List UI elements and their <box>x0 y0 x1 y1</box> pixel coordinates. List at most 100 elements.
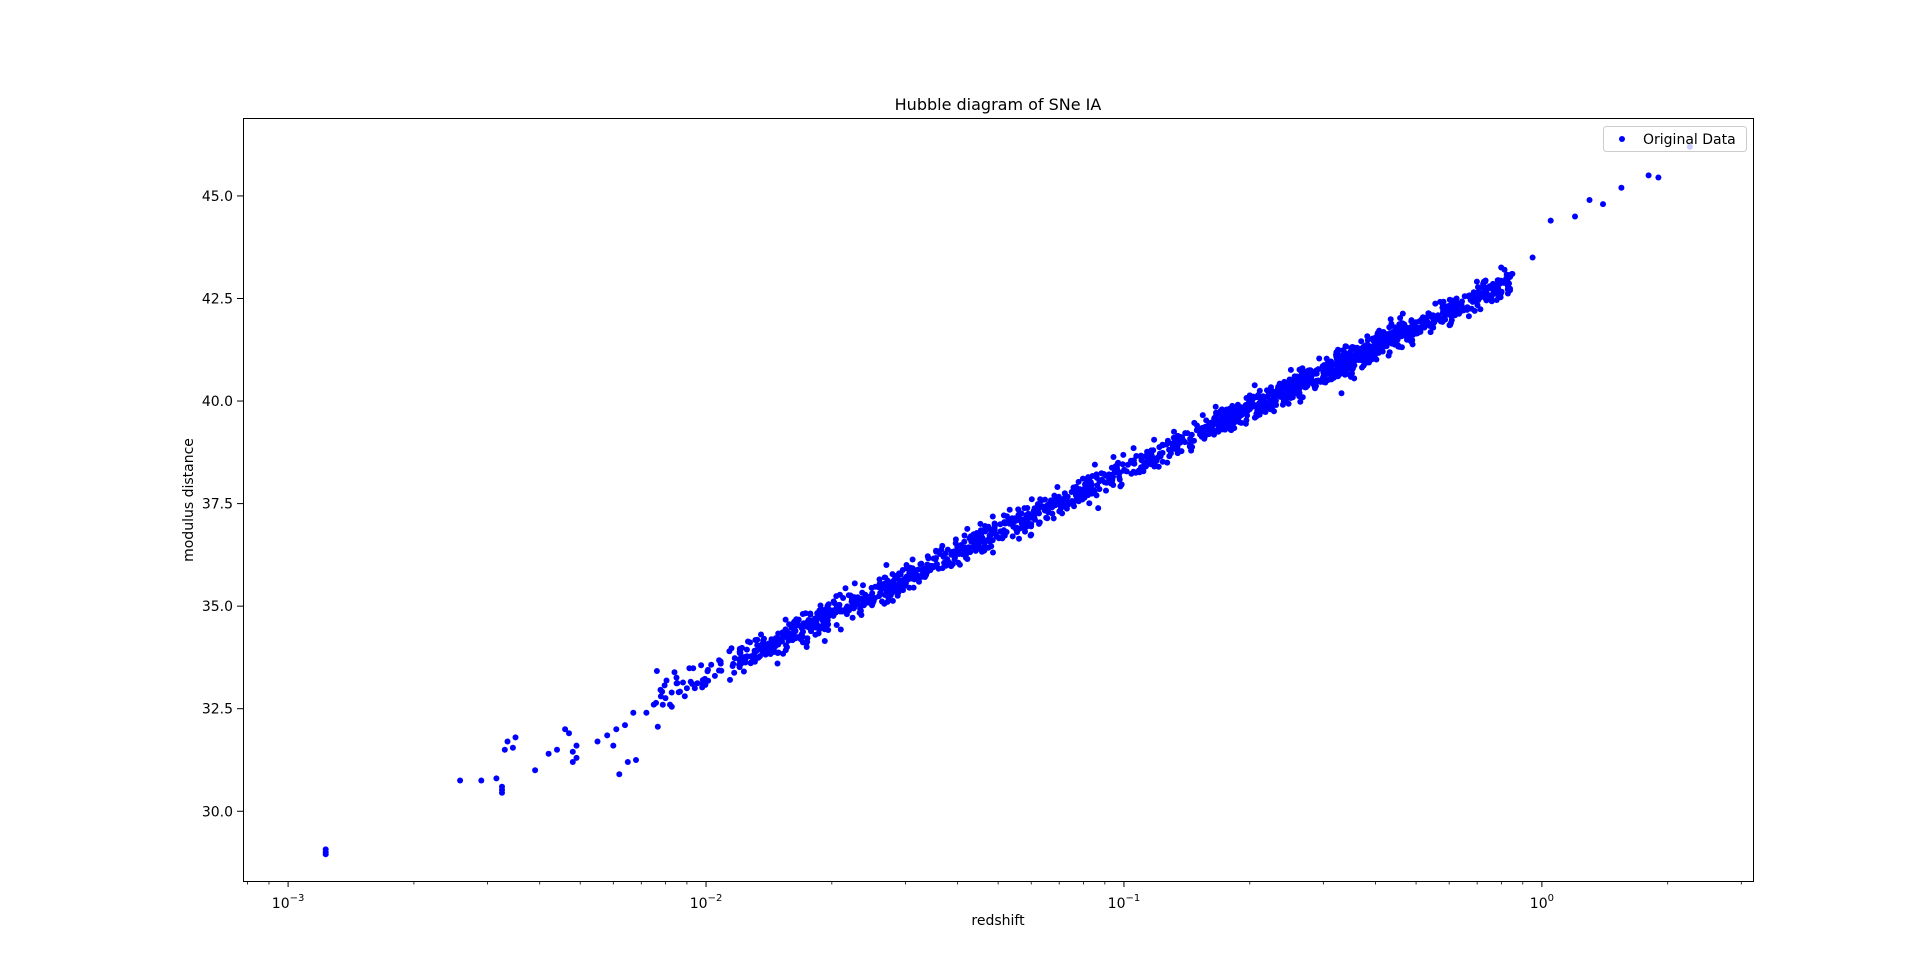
data-point <box>1363 359 1369 366</box>
data-point <box>1003 529 1010 535</box>
data-point <box>976 545 982 552</box>
data-point <box>1437 318 1444 325</box>
y-tick-label: 40.0 <box>202 394 233 410</box>
data-point <box>858 595 865 602</box>
data-point <box>668 689 675 696</box>
data-point <box>758 631 764 638</box>
data-point <box>1379 348 1386 355</box>
data-point <box>1116 473 1123 480</box>
data-point <box>783 642 789 649</box>
data-point <box>1079 475 1086 482</box>
data-point <box>717 658 724 665</box>
x-tick-label: 100 <box>1530 893 1554 912</box>
data-point <box>1164 459 1171 466</box>
data-point <box>1344 370 1351 377</box>
data-point <box>815 614 822 621</box>
data-point <box>1151 436 1158 443</box>
data-point <box>1338 390 1345 397</box>
data-point <box>913 567 920 574</box>
data-point <box>1494 287 1501 294</box>
data-point <box>622 722 628 729</box>
data-point <box>1234 401 1241 408</box>
data-point <box>938 546 945 553</box>
data-point <box>884 593 891 600</box>
data-point <box>532 767 539 774</box>
data-point <box>569 748 576 755</box>
data-point <box>501 746 508 753</box>
data-point <box>705 677 712 684</box>
data-point <box>780 650 787 657</box>
data-point <box>1251 382 1258 389</box>
data-point <box>1163 441 1170 448</box>
data-point <box>951 548 958 555</box>
data-point <box>1349 370 1355 377</box>
data-point <box>747 653 754 660</box>
data-point <box>958 542 965 548</box>
data-point <box>1194 426 1201 433</box>
data-point <box>1305 367 1312 374</box>
data-point <box>849 598 856 605</box>
data-point <box>1332 361 1339 368</box>
data-point <box>740 668 747 675</box>
data-point <box>1045 504 1052 511</box>
data-point <box>1199 412 1206 419</box>
data-point <box>1049 510 1056 517</box>
data-point <box>833 593 840 600</box>
data-point <box>1174 443 1181 450</box>
data-point <box>834 604 841 611</box>
data-point <box>860 602 867 609</box>
data-point <box>967 544 974 551</box>
data-point <box>1414 325 1421 332</box>
data-point <box>1050 515 1057 522</box>
data-point <box>1453 299 1460 306</box>
data-point <box>1393 337 1400 344</box>
data-point <box>1358 338 1365 345</box>
data-point <box>846 607 853 614</box>
data-point <box>1298 394 1305 401</box>
data-point <box>1246 406 1253 413</box>
data-point <box>1267 406 1274 413</box>
data-point <box>753 647 760 654</box>
data-point <box>1475 284 1481 291</box>
data-point <box>630 709 637 716</box>
data-point <box>1474 302 1481 309</box>
data-point <box>1317 378 1324 385</box>
data-point <box>757 653 763 660</box>
data-point <box>1363 350 1370 356</box>
data-point <box>1486 283 1493 290</box>
data-point <box>1009 533 1016 540</box>
data-point <box>504 738 511 745</box>
data-point <box>624 759 631 765</box>
data-point <box>1450 303 1457 310</box>
data-point <box>955 559 962 566</box>
data-point <box>1130 457 1137 464</box>
data-point <box>1497 294 1504 301</box>
data-point <box>731 669 738 676</box>
data-point <box>1427 322 1434 329</box>
data-point <box>1040 504 1047 511</box>
data-point <box>1302 384 1309 391</box>
data-point <box>961 532 968 539</box>
data-point <box>1023 523 1030 530</box>
data-point <box>1014 525 1021 532</box>
data-point <box>594 738 601 745</box>
data-point <box>1228 427 1235 434</box>
data-point <box>1130 445 1137 452</box>
data-point <box>736 656 743 663</box>
data-point <box>805 622 812 629</box>
data-point <box>792 635 799 642</box>
data-point <box>1409 337 1416 344</box>
data-point <box>1397 315 1404 321</box>
data-point <box>1298 368 1305 375</box>
data-point <box>1019 518 1026 525</box>
data-point <box>933 548 940 555</box>
data-point <box>1529 254 1536 261</box>
data-point <box>1138 454 1145 461</box>
data-point <box>1109 476 1116 483</box>
data-point <box>633 757 639 763</box>
data-point <box>1113 469 1120 476</box>
data-point <box>1018 510 1025 517</box>
data-point <box>793 616 800 623</box>
data-point <box>1243 417 1250 424</box>
